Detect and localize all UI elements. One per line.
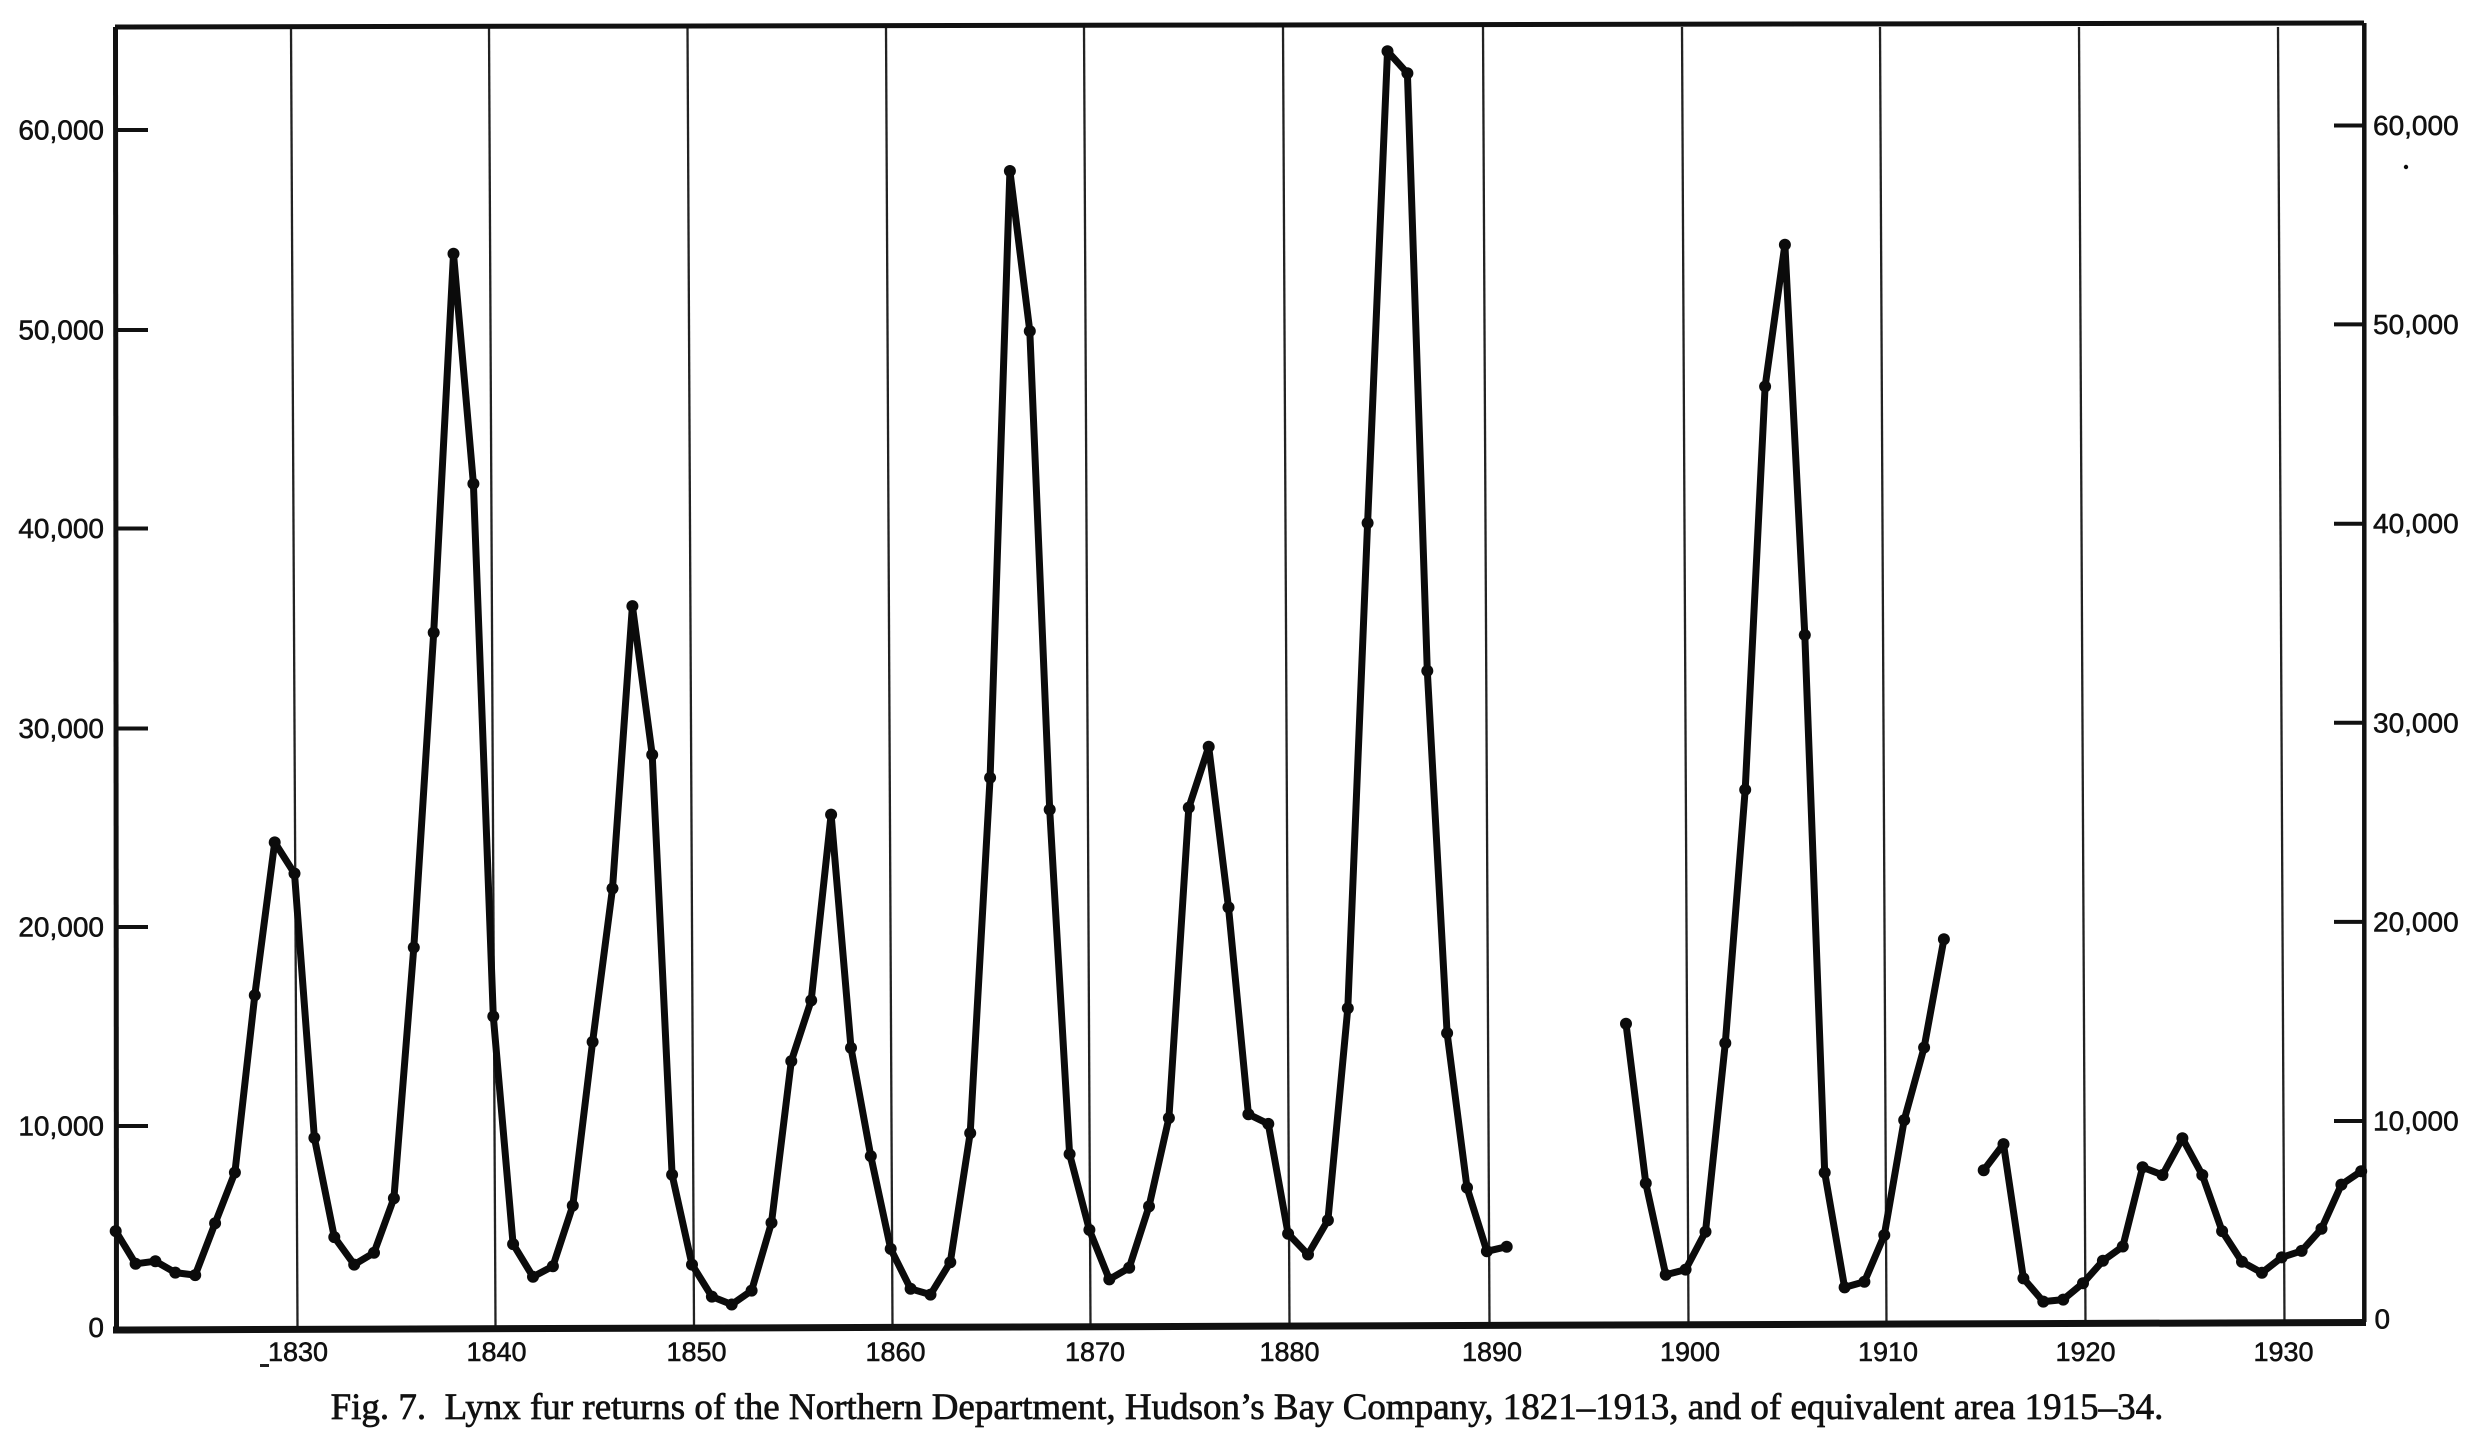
svg-text:1830: 1830 [268, 1337, 328, 1367]
svg-text:40,000: 40,000 [2373, 508, 2459, 539]
svg-text:20,000: 20,000 [18, 912, 104, 943]
svg-text:1860: 1860 [865, 1337, 925, 1367]
svg-text:60,000: 60,000 [2373, 110, 2459, 141]
svg-text:60,000: 60,000 [18, 115, 104, 146]
svg-text:1900: 1900 [1660, 1337, 1720, 1367]
svg-text:30,000: 30,000 [18, 713, 104, 744]
svg-text:1880: 1880 [1259, 1337, 1319, 1367]
svg-text:20,000: 20,000 [2373, 906, 2459, 937]
svg-text:1870: 1870 [1065, 1337, 1125, 1367]
svg-text:1910: 1910 [1858, 1337, 1918, 1367]
svg-text:50,000: 50,000 [2373, 309, 2459, 340]
svg-text:1850: 1850 [666, 1337, 726, 1367]
svg-text:1890: 1890 [1462, 1337, 1522, 1367]
svg-text:50,000: 50,000 [18, 315, 104, 346]
svg-text:1930: 1930 [2253, 1337, 2313, 1367]
svg-text:0: 0 [2375, 1304, 2391, 1335]
svg-text:10,000: 10,000 [18, 1111, 104, 1142]
svg-text:0: 0 [88, 1312, 104, 1343]
svg-text:30,000: 30,000 [2373, 707, 2459, 738]
svg-text:1840: 1840 [466, 1337, 526, 1367]
svg-text:40,000: 40,000 [18, 513, 104, 544]
svg-text:10,000: 10,000 [2373, 1106, 2459, 1137]
svg-text:Fig. 7. Lynx fur returns of t: Fig. 7. Lynx fur returns of the Northern… [331, 1387, 2164, 1428]
svg-text:1920: 1920 [2055, 1337, 2115, 1367]
